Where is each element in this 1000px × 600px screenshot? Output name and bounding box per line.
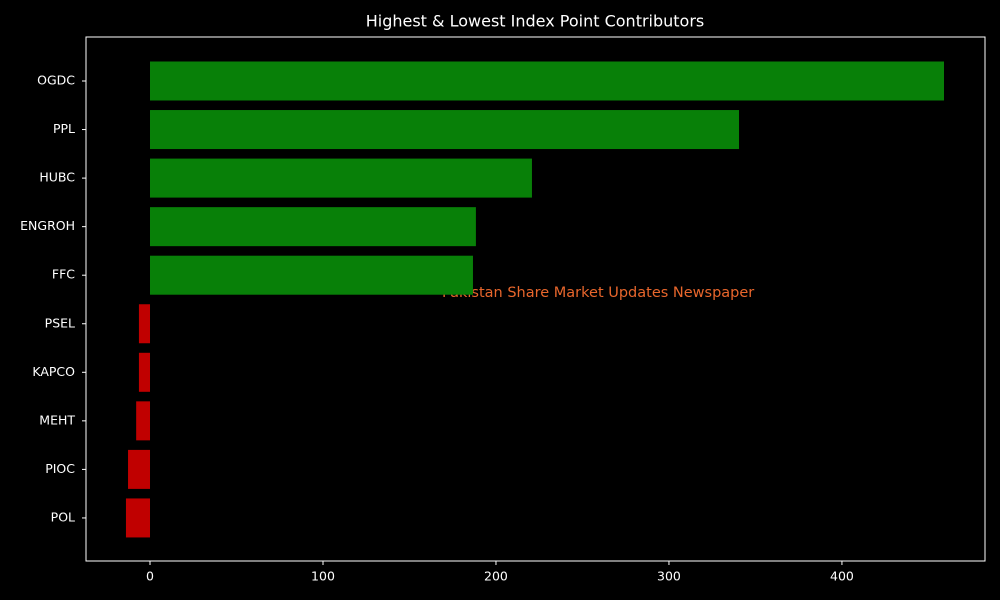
x-tick-label: 400 [830,569,854,584]
x-tick-label: 100 [311,569,335,584]
bar [150,207,476,247]
watermark: Pakistan Share Market Updates Newspaper [442,285,754,301]
bar [150,158,532,198]
bar [150,255,473,295]
y-tick-label: MEHT [39,412,75,427]
y-tick-label: KAPCO [32,364,75,379]
y-tick-label: FFC [52,267,75,282]
y-tick-label: OGDC [37,73,75,88]
y-tick-label: PPL [53,121,75,136]
y-tick-label: ENGROH [20,218,75,233]
y-tick-label: POL [51,509,75,524]
bar [125,498,151,538]
y-tick-label: HUBC [39,170,75,185]
bar [150,110,740,150]
plot-frame [85,36,986,562]
bar [136,401,151,441]
y-tick-label: PSEL [45,315,75,330]
x-tick-label: 200 [484,569,508,584]
bar [138,304,151,344]
bar [138,352,151,392]
bar [128,449,151,489]
y-tick-label: PIOC [45,461,75,476]
x-tick-label: 0 [146,569,154,584]
x-tick-label: 300 [657,569,681,584]
chart-title: Highest & Lowest Index Point Contributor… [366,12,705,31]
bar [150,61,945,101]
